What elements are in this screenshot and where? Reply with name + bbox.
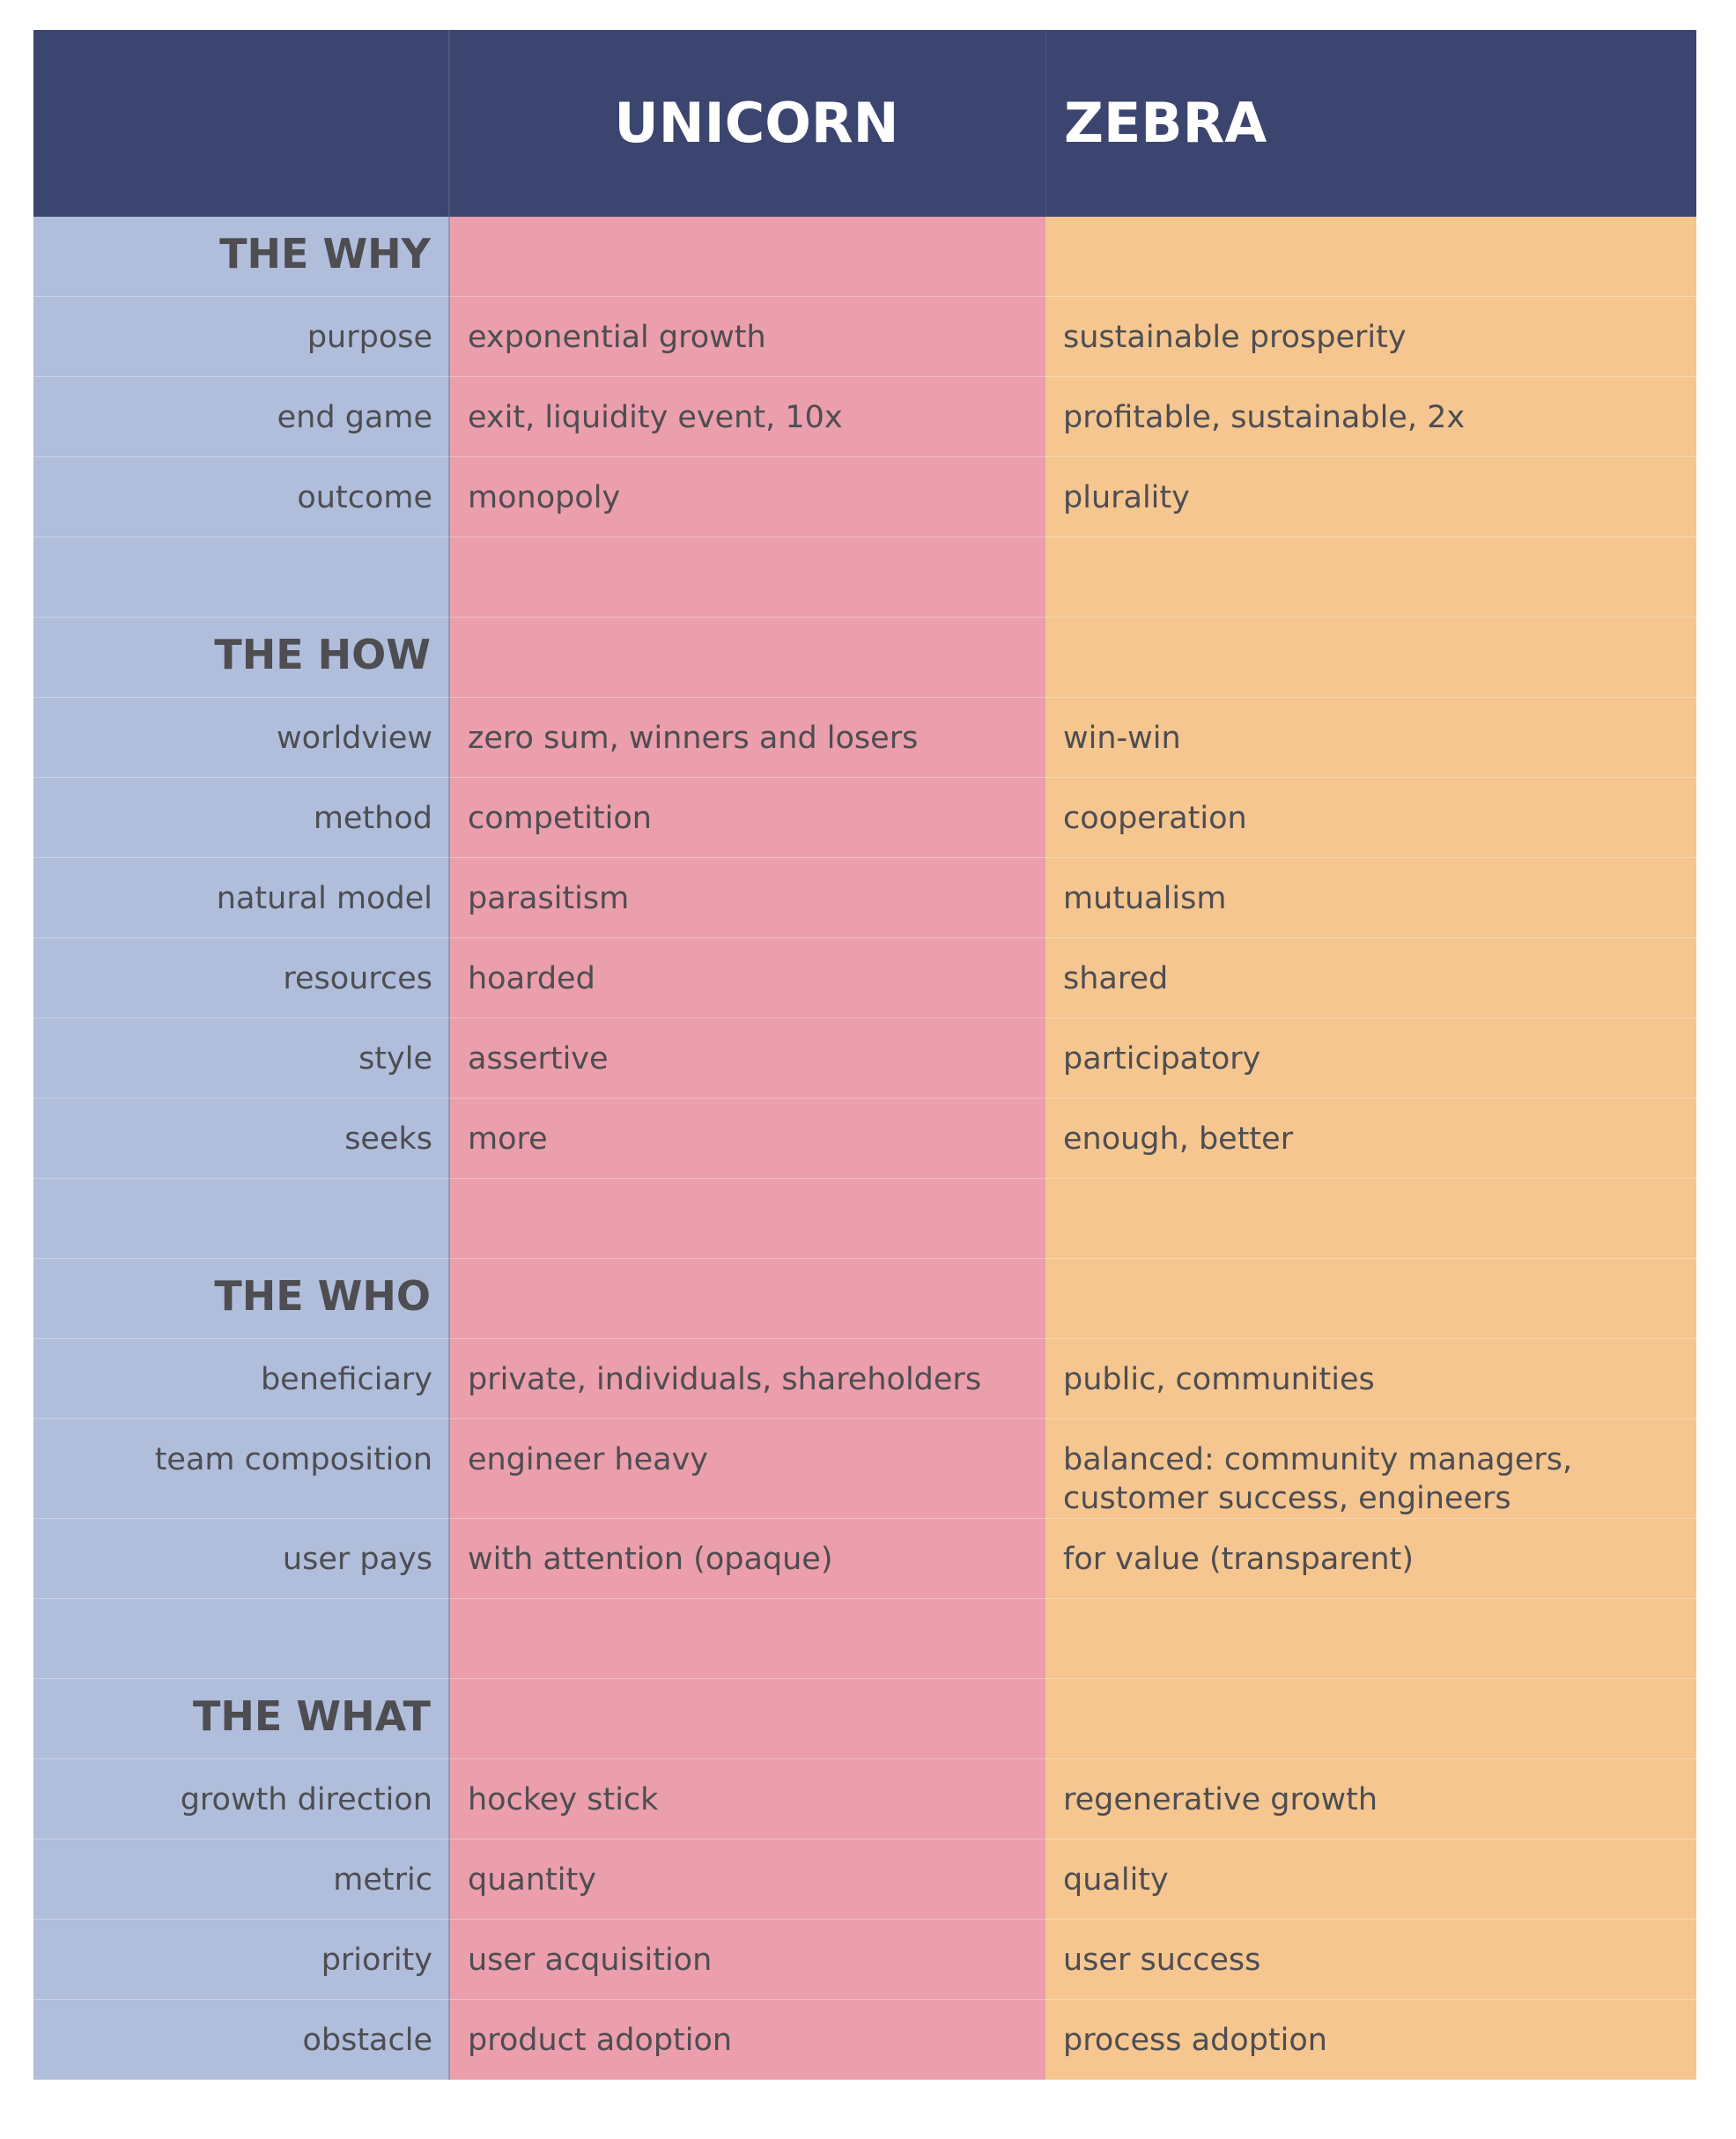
data-row: worldview zero sum, winners and losers win… [33,698,1696,778]
section-row: THE WHAT [33,1679,1696,1759]
section-row: THE WHY [33,217,1696,297]
row-label: metric [33,1839,450,1920]
spacer-row [33,537,1696,618]
row-label: natural model [33,858,450,938]
header-unicorn: UNICORN [614,91,899,155]
zebra-cell: quality [1045,1839,1696,1920]
section-row: THE WHO [33,1259,1696,1339]
data-row: obstacle product adoption process adoption [33,2000,1696,2080]
zebra-cell: cooperation [1045,778,1696,858]
zebra-cell: user success [1045,1920,1696,2000]
row-label: obstacle [33,2000,450,2080]
empty-cell [1045,618,1696,698]
row-label: style [33,1018,450,1099]
spacer-cell [33,1179,450,1259]
unicorn-cell: more [450,1099,1045,1179]
empty-cell [1045,1679,1696,1759]
row-label: user pays [33,1519,450,1599]
spacer-cell [33,1599,450,1679]
section-title: THE HOW [33,618,450,698]
empty-cell [450,1679,1045,1759]
spacer-cell [33,537,450,618]
data-row: growth direction hockey stick regenerative… [33,1759,1696,1839]
row-label: team composition [33,1419,450,1519]
data-row: team composition engineer heavy balanced: … [33,1419,1696,1519]
zebra-cell: mutualism [1045,858,1696,938]
header-zebra: ZEBRA [1045,30,1696,217]
data-row: end game exit, liquidity event, 10x profit… [33,377,1696,457]
zebra-cell: plurality [1045,457,1696,537]
unicorn-cell: zero sum, winners and losers [450,698,1045,778]
row-label: priority [33,1920,450,2000]
header-blank [33,30,450,217]
header-row: UNICORN ZEBRA [33,30,1696,217]
section-row: THE HOW [33,618,1696,698]
zebra-cell: participatory [1045,1018,1696,1099]
section-title: THE WHO [33,1259,450,1339]
data-row: metric quantity quality [33,1839,1696,1920]
row-label: seeks [33,1099,450,1179]
spacer-cell [450,1179,1045,1259]
zebra-cell: public, communities [1045,1339,1696,1419]
spacer-cell [1045,1179,1696,1259]
spacer-cell [450,537,1045,618]
section-title: THE WHY [33,217,450,297]
zebra-cell: sustainable prosperity [1045,297,1696,377]
unicorn-cell: exponential growth [450,297,1045,377]
row-label: method [33,778,450,858]
row-label: resources [33,938,450,1018]
data-row: purpose exponential growth sustainable pro… [33,297,1696,377]
zebra-cell: process adoption [1045,2000,1696,2080]
spacer-cell [1045,1599,1696,1679]
unicorn-cell: private, individuals, shareholders [450,1339,1045,1419]
data-row: user pays with attention (opaque) for valu… [33,1519,1696,1599]
data-row: priority user acquisition user success [33,1920,1696,2000]
empty-cell [450,1259,1045,1339]
section-title: THE WHAT [33,1679,450,1759]
unicorn-cell: competition [450,778,1045,858]
empty-cell [450,618,1045,698]
spacer-row [33,1599,1696,1679]
row-label: growth direction [33,1759,450,1839]
row-label: worldview [33,698,450,778]
row-label: end game [33,377,450,457]
unicorn-cell: exit, liquidity event, 10x [450,377,1045,457]
spacer-row [33,1179,1696,1259]
zebra-cell: win-win [1045,698,1696,778]
unicorn-cell: hockey stick [450,1759,1045,1839]
data-row: outcome monopoly plurality [33,457,1696,537]
zebra-cell: enough, better [1045,1099,1696,1179]
unicorn-cell: engineer heavy [450,1419,1045,1519]
unicorn-cell: product adoption [450,2000,1045,2080]
row-label: purpose [33,297,450,377]
row-label: outcome [33,457,450,537]
zebra-cell: profitable, sustainable, 2x [1045,377,1696,457]
zebra-cell: regenerative growth [1045,1759,1696,1839]
unicorn-cell: hoarded [450,938,1045,1018]
unicorn-cell: user acquisition [450,1920,1045,2000]
empty-cell [450,217,1045,297]
empty-cell [1045,217,1696,297]
zebra-cell: for value (transparent) [1045,1519,1696,1599]
data-row: beneficiary private, individuals, shareho… [33,1339,1696,1419]
data-row: seeks more enough, better [33,1099,1696,1179]
data-row: style assertive participatory [33,1018,1696,1099]
empty-cell [1045,1259,1696,1339]
comparison-table: UNICORN ZEBRA THE WHY purpose exponential … [33,30,1696,2080]
row-label: beneficiary [33,1339,450,1419]
unicorn-cell: with attention (opaque) [450,1519,1045,1599]
spacer-cell [450,1599,1045,1679]
spacer-cell [1045,537,1696,618]
zebra-cell: balanced: community managers, customer s… [1045,1419,1696,1519]
unicorn-cell: quantity [450,1839,1045,1920]
unicorn-cell: assertive [450,1018,1045,1099]
zebra-cell: shared [1045,938,1696,1018]
data-row: natural model parasitism mutualism [33,858,1696,938]
unicorn-cell: parasitism [450,858,1045,938]
unicorn-cell: monopoly [450,457,1045,537]
data-row: method competition cooperation [33,778,1696,858]
data-row: resources hoarded shared [33,938,1696,1018]
